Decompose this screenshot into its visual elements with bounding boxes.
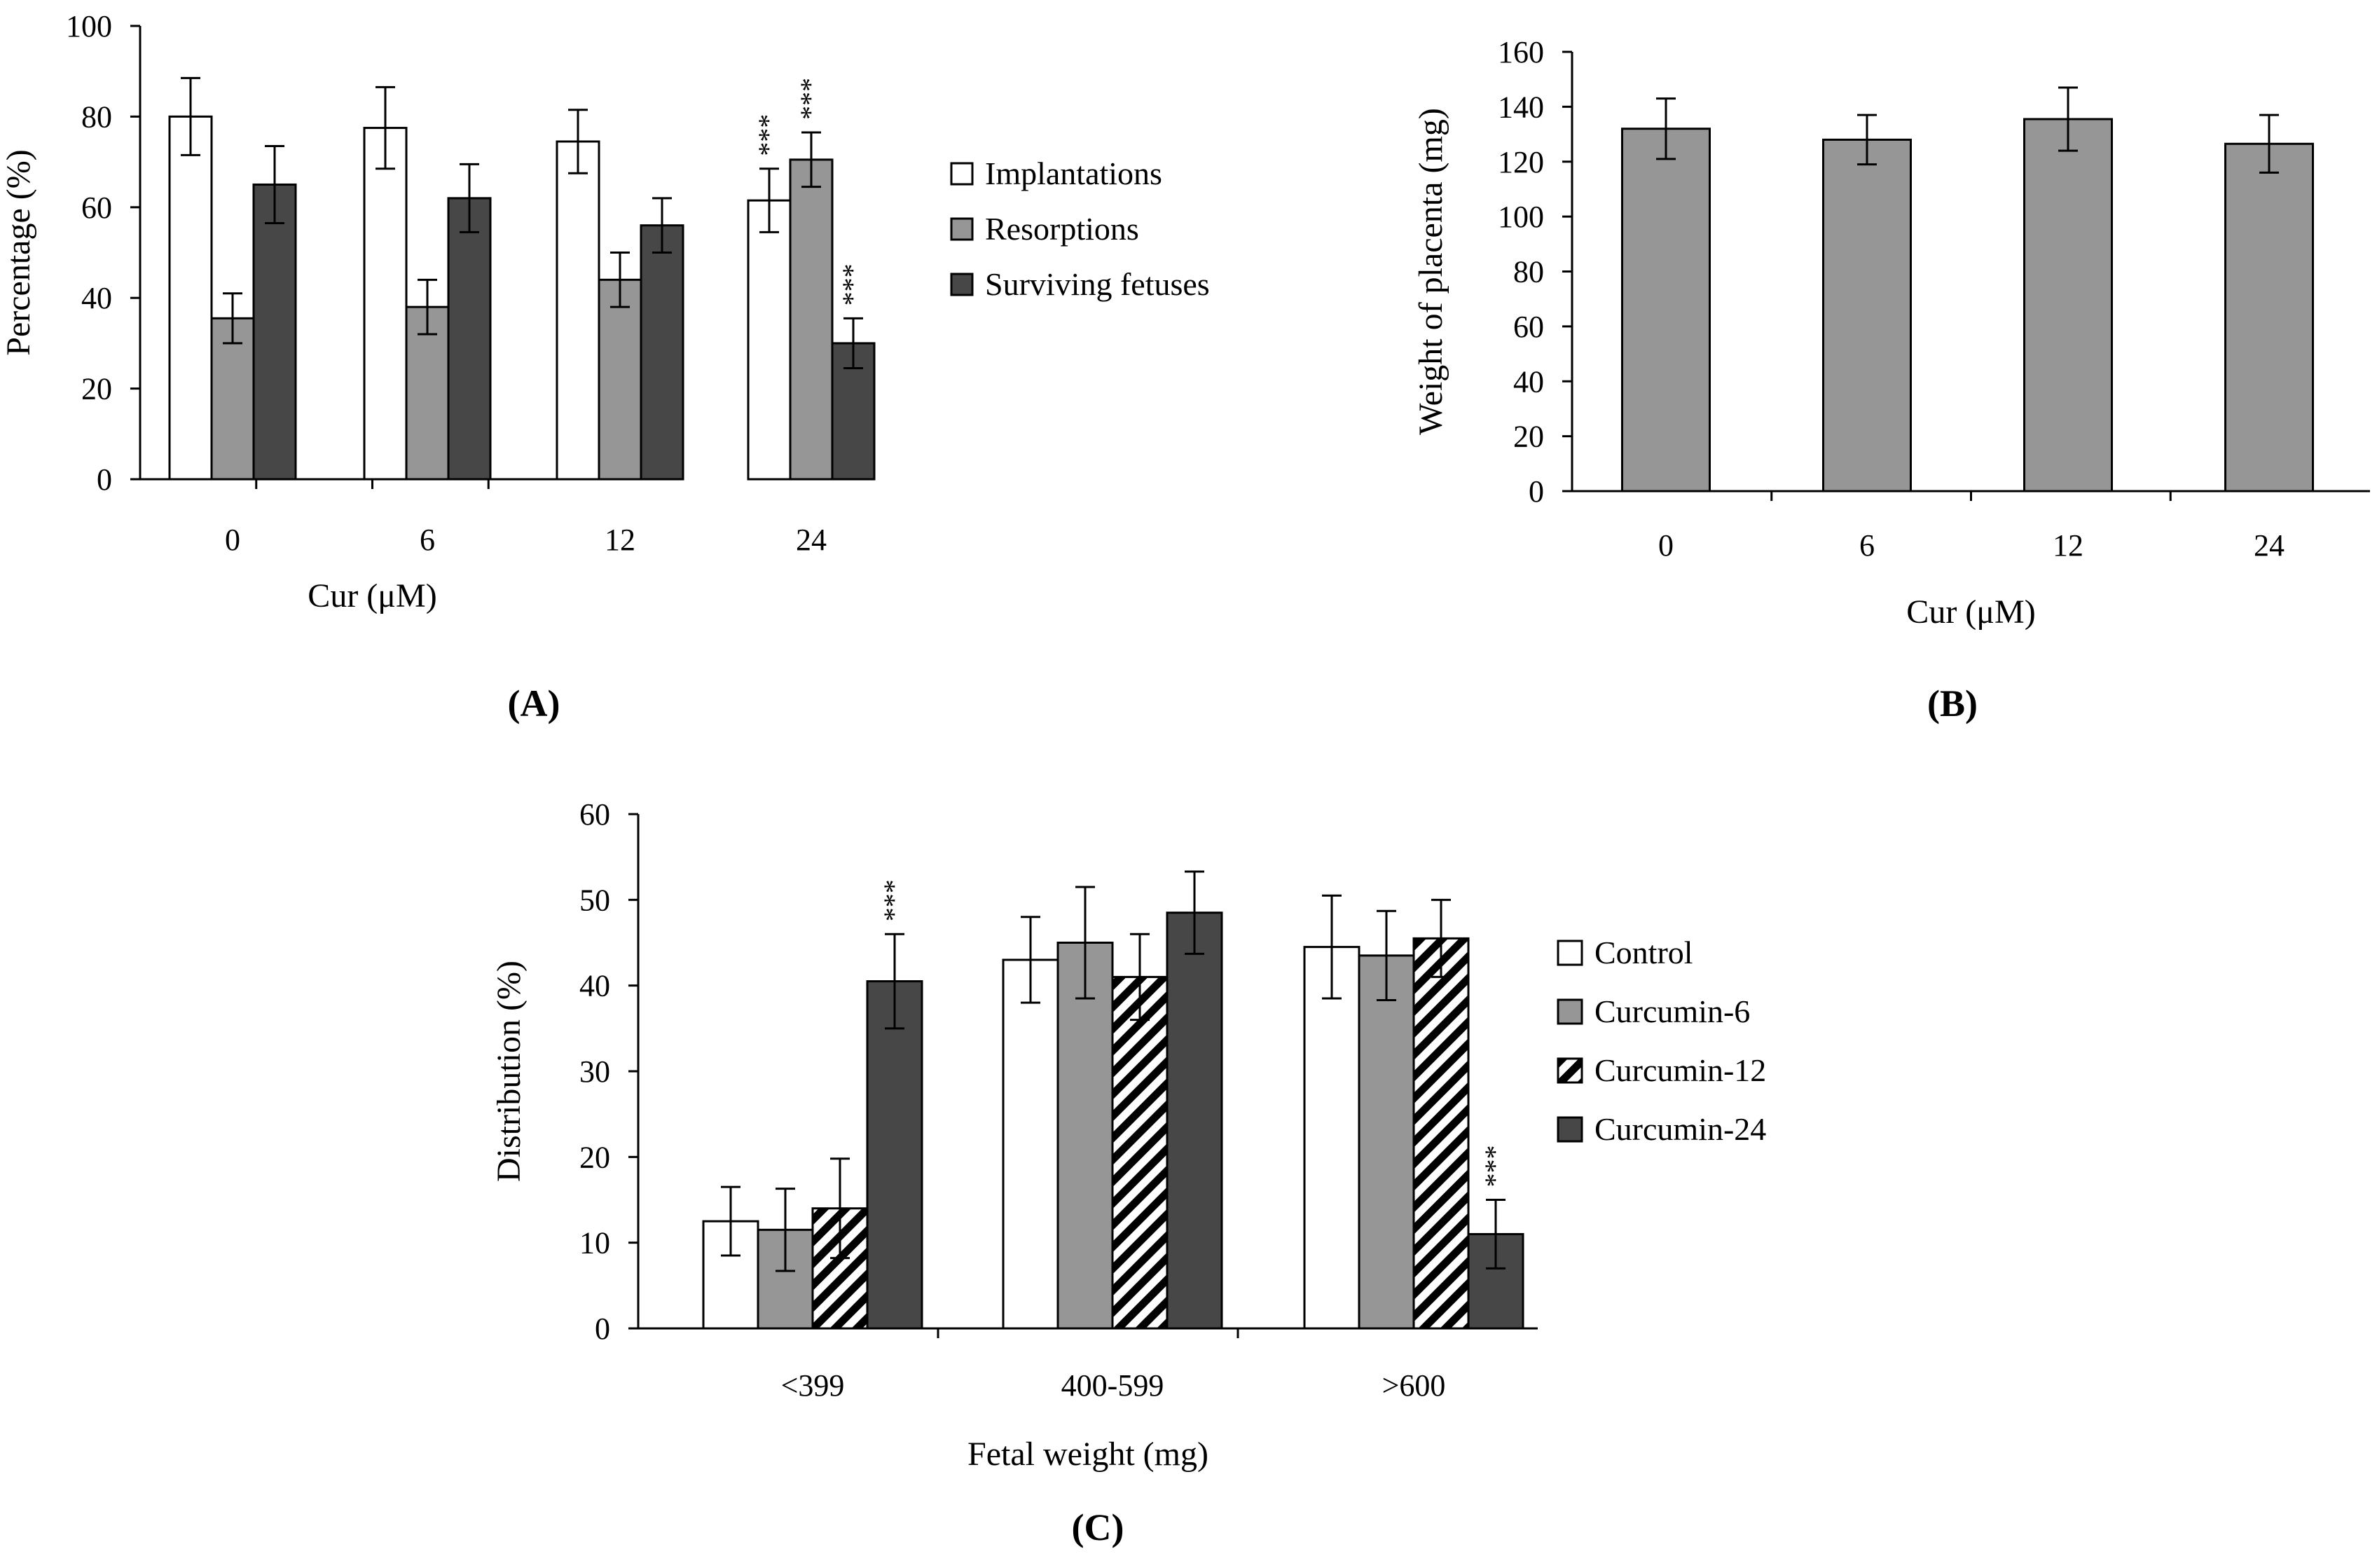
panel-c-bar-control-2 bbox=[1303, 946, 1360, 1330]
panel-c-y-tick-label: 0 bbox=[595, 1312, 610, 1346]
panel-c-legend-label: Curcumin-24 bbox=[1594, 1111, 1766, 1147]
panel-c-chart: 0 10 20 30 40 50 60 *** <399 400-599 *** >600 Fetal … bbox=[490, 797, 1766, 1473]
panel-a-bar-surviving-fetuses-0 bbox=[252, 183, 297, 481]
panel-a-x-tick-label: 24 bbox=[796, 523, 827, 557]
panel-b-y-tick-label: 0 bbox=[1529, 474, 1544, 509]
panel-label-a: (A) bbox=[508, 682, 560, 724]
panel-c-x-tick-label: <399 bbox=[781, 1368, 845, 1403]
panel-a-legend-swatch bbox=[950, 273, 974, 296]
panel-a-y-tick-label: 60 bbox=[81, 191, 112, 225]
panel-b-y-tick-label: 120 bbox=[1498, 145, 1544, 179]
panel-b-x-tick-label: 24 bbox=[2254, 528, 2285, 563]
panel-b-bar-weight-of-placenta-1 bbox=[1822, 138, 1912, 493]
panel-a-significance-label: *** bbox=[752, 114, 784, 156]
panel-c-significance-label: *** bbox=[878, 879, 909, 921]
panel-c-bar-curcumin-6-2 bbox=[1358, 954, 1415, 1330]
panel-a-legend-label: Resorptions bbox=[985, 211, 1139, 247]
panel-b-x-tick-label: 12 bbox=[2053, 528, 2083, 563]
panel-a-y-tick-label: 80 bbox=[81, 99, 112, 134]
panel-c-legend-swatch bbox=[1557, 940, 1583, 966]
panel-a-bar-resorptions-3 bbox=[789, 158, 834, 481]
panel-a-bar-resorptions-1 bbox=[405, 305, 450, 481]
panel-a-legend-swatch bbox=[950, 162, 974, 186]
panel-a-bar-surviving-fetuses-2 bbox=[640, 224, 684, 481]
panel-b-y-axis-label: Weight of placenta (mg) bbox=[1412, 108, 1449, 435]
panel-a-legend-label: Surviving fetuses bbox=[985, 266, 1210, 302]
panel-a-x-tick-label: 0 bbox=[225, 523, 240, 557]
panel-a-y-tick-label: 40 bbox=[81, 281, 112, 315]
panel-a-bar-implantations-1 bbox=[363, 127, 408, 481]
panel-b-chart: 0 20 40 60 80 100 120 140 160 0 6 12 24 Cur (μM) Weigh… bbox=[1412, 35, 2370, 631]
panel-c-legend-label: Curcumin-12 bbox=[1594, 1052, 1766, 1088]
panel-a-legend-label: Implantations bbox=[985, 156, 1162, 191]
panel-a-bar-surviving-fetuses-1 bbox=[447, 197, 492, 481]
panel-c-bar-curcumin-12-1 bbox=[1111, 975, 1169, 1330]
panel-a-x-tick-label: 12 bbox=[605, 523, 635, 557]
panel-c-y-tick-label: 50 bbox=[579, 883, 610, 917]
panel-b-y-tick-label: 140 bbox=[1498, 90, 1544, 124]
panel-b-x-tick-label: 0 bbox=[1658, 528, 1674, 563]
panel-c-y-tick-label: 30 bbox=[579, 1054, 610, 1089]
panel-c-legend-swatch bbox=[1557, 1116, 1583, 1143]
panel-c-legend-label: Curcumin-6 bbox=[1594, 993, 1750, 1029]
panel-c-bar-control-1 bbox=[1002, 958, 1059, 1330]
panel-c-x-tick-label: 400-599 bbox=[1061, 1368, 1164, 1403]
panel-a-y-tick-label: 100 bbox=[66, 9, 112, 43]
panel-b-y-tick-label: 40 bbox=[1513, 364, 1544, 399]
panel-b-y-tick-label: 80 bbox=[1513, 255, 1544, 289]
panel-b-y-tick-label: 60 bbox=[1513, 310, 1544, 344]
panel-c-x-axis-label: Fetal weight (mg) bbox=[967, 1436, 1208, 1473]
panel-a-x-axis-label: Cur (μM) bbox=[308, 577, 436, 614]
panel-c-y-tick-label: 60 bbox=[579, 797, 610, 832]
panel-b-x-tick-label: 6 bbox=[1859, 528, 1875, 563]
panel-b-y-tick-label: 20 bbox=[1513, 420, 1544, 454]
panel-a-y-axis-label: Percentage (%) bbox=[0, 149, 37, 356]
panel-a-bar-resorptions-2 bbox=[598, 278, 642, 481]
panel-c-significance-label: *** bbox=[1479, 1146, 1510, 1188]
panel-b-y-tick-label: 160 bbox=[1498, 35, 1544, 69]
panel-a-bar-implantations-3 bbox=[747, 199, 792, 481]
panel-b-bar-weight-of-placenta-2 bbox=[2023, 118, 2113, 493]
panel-c-legend-swatch bbox=[1557, 998, 1583, 1025]
panel-a-significance-label: *** bbox=[794, 78, 826, 120]
panel-label-b: (B) bbox=[1927, 682, 1978, 724]
panel-a-chart: 0 20 40 60 80 100 0 6 12 *** *** *** 24 Cur (μM) Perce… bbox=[0, 9, 1210, 614]
panel-b-y-tick-label: 100 bbox=[1498, 200, 1544, 234]
panel-c-x-tick-label: >600 bbox=[1382, 1368, 1446, 1403]
panel-a-y-tick-label: 20 bbox=[81, 372, 112, 406]
panel-c-y-tick-label: 10 bbox=[579, 1226, 610, 1260]
panel-a-legend-swatch bbox=[950, 217, 974, 241]
panel-a-bar-implantations-2 bbox=[556, 140, 600, 481]
panel-c-bar-curcumin-12-2 bbox=[1412, 937, 1470, 1330]
panel-c-legend-label: Control bbox=[1594, 935, 1693, 970]
panel-c-legend-swatch bbox=[1557, 1057, 1583, 1084]
panel-label-c: (C) bbox=[1072, 1506, 1124, 1548]
panel-b-x-axis-label: Cur (μM) bbox=[1906, 593, 2035, 631]
panel-b-bar-weight-of-placenta-0 bbox=[1621, 128, 1711, 493]
panel-c-bar-curcumin-24-1 bbox=[1166, 912, 1223, 1330]
panel-a-bar-implantations-0 bbox=[168, 115, 213, 481]
panel-c-bar-curcumin-6-1 bbox=[1056, 942, 1114, 1330]
panel-a-significance-label: *** bbox=[836, 263, 868, 305]
panel-a-x-tick-label: 6 bbox=[420, 523, 435, 557]
panel-c-y-axis-label: Distribution (%) bbox=[490, 961, 528, 1182]
panel-a-y-tick-label: 0 bbox=[97, 462, 112, 497]
panel-c-bar-curcumin-24-0 bbox=[866, 980, 923, 1330]
panel-b-bar-weight-of-placenta-3 bbox=[2224, 142, 2314, 493]
panel-c-y-tick-label: 20 bbox=[579, 1140, 610, 1174]
panel-c-y-tick-label: 40 bbox=[579, 969, 610, 1003]
